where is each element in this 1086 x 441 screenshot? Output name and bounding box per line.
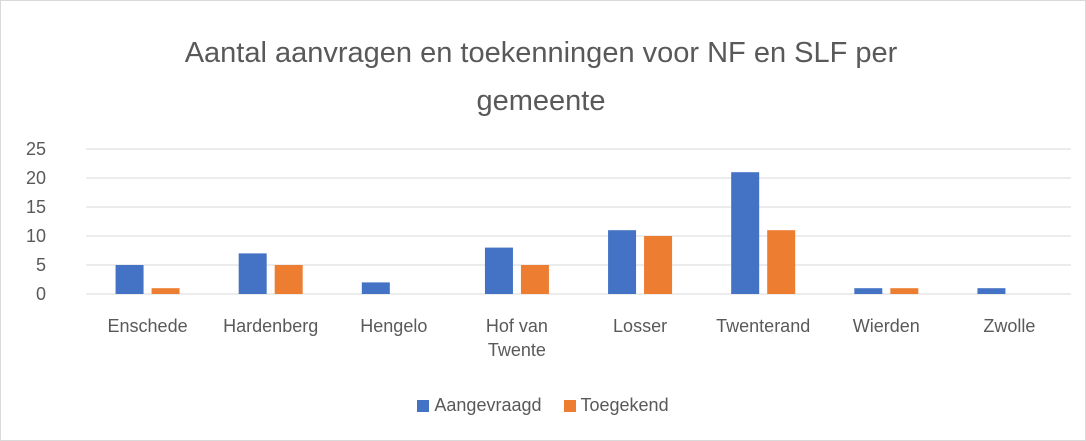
x-tick-label: Zwolle [983, 316, 1036, 336]
bar [608, 230, 637, 294]
chart-title: Aantal aanvragen en toekenningen voor NF… [184, 37, 898, 117]
x-tick-label: Enschede [107, 316, 188, 336]
legend: Aangevraagd Toegekend [1, 395, 1085, 416]
bar [731, 172, 760, 294]
y-tick-label: 10 [25, 226, 46, 246]
bar [520, 265, 549, 294]
legend-label: Toegekend [580, 395, 669, 415]
legend-label: Aangevraagd [434, 395, 542, 415]
bar [977, 288, 1006, 294]
bar [361, 282, 390, 294]
bar [890, 288, 919, 294]
y-tick-label: 20 [25, 168, 46, 188]
bar [767, 230, 796, 294]
x-tick-label: Wierden [852, 316, 920, 336]
y-tick-label: 15 [25, 197, 46, 217]
y-tick-label: 5 [35, 255, 46, 275]
bar [644, 236, 673, 294]
legend-item: Aangevraagd [417, 395, 542, 416]
y-tick-label: 0 [35, 284, 46, 304]
legend-item: Toegekend [563, 395, 669, 416]
bar [854, 288, 883, 294]
legend-swatch [417, 399, 430, 412]
bar [274, 265, 303, 294]
x-tick-label: Losser [613, 316, 668, 336]
y-tick-label: 25 [25, 139, 46, 159]
x-tick-label: Hof van Twente [485, 316, 548, 360]
bar [115, 265, 144, 294]
bar [484, 247, 513, 294]
bar [238, 253, 267, 294]
x-tick-label: Twenterand [716, 316, 811, 336]
x-tick-label: Hengelo [360, 316, 428, 336]
x-tick-label: Hardenberg [223, 316, 319, 336]
bar [151, 288, 180, 294]
legend-swatch [563, 399, 576, 412]
